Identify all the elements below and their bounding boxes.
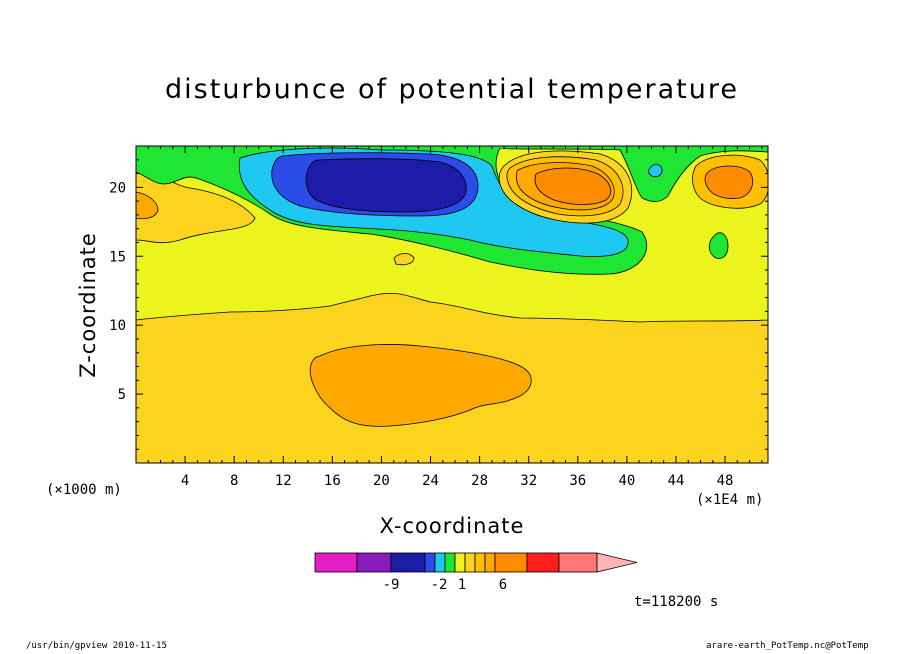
field-upper-left-orange [136,191,159,220]
x-axis-label: X-coordinate [379,514,525,538]
footer-left: /usr/bin/gpview 2010-11-15 [26,641,167,651]
x-tick-label: 40 [618,473,635,489]
x-tick-label: 44 [668,473,685,489]
x-tick-label: 36 [569,473,586,489]
x-tick-label: 24 [422,473,439,489]
x-tick-label: 4 [181,473,189,489]
colorbar-tick-label: 1 [458,577,466,593]
colorbar-swatch [494,552,528,573]
colorbar-swatch [314,552,358,573]
field-dark-blue-core [305,158,467,213]
field-cyan-blob [648,164,663,178]
x-tick-label: 8 [230,473,238,489]
field-lower-core [309,344,532,427]
colorbar-swatch [390,552,426,573]
colorbar: -9 -2 1 6 [314,552,638,593]
field-green-blob [708,232,729,259]
colorbar-tick-label: -2 [431,577,448,593]
x-unit-left: (×1000 m) [46,482,122,498]
colorbar-swatch [558,552,598,573]
field-warm-far-right-core [704,165,754,199]
colorbar-swatch [454,552,466,573]
colorbar-swatch [434,552,446,573]
field-warm-right-core [534,167,612,205]
time-label: t=118200 s [634,594,719,610]
y-tick-label: 20 [109,180,126,196]
colorbar-swatch [424,552,436,573]
y-tick-label: 15 [109,249,126,265]
colorbar-tick-label: 6 [499,577,507,593]
footer-right: arare-earth_PotTemp.nc@PotTemp [706,641,869,651]
colorbar-swatch [356,552,392,573]
plot-frame [135,145,769,464]
x-tick-label: 28 [471,473,488,489]
x-tick-label: 12 [275,473,292,489]
field-small-orange-blob [393,253,415,266]
y-tick-label: 5 [118,387,126,403]
y-axis-ticks: 5 10 15 20 [109,159,768,450]
contour-fields [136,146,768,463]
y-tick-label: 10 [109,318,126,334]
x-axis-ticks: 4 8 12 16 20 24 28 32 36 40 44 48 [147,146,763,489]
colorbar-swatch [474,552,486,573]
colorbar-swatch [464,552,476,573]
colorbar-swatch [526,552,560,573]
x-tick-label: 32 [520,473,537,489]
x-unit-right: (×1E4 m) [696,492,764,508]
colorbar-swatch [444,552,456,573]
colorbar-swatch [484,552,496,573]
colorbar-tick-label: -9 [383,577,400,593]
chart-title: disturbunce of potential temperature [165,74,739,105]
x-tick-label: 20 [373,473,390,489]
colorbar-arrow [596,552,638,573]
x-tick-label: 16 [324,473,341,489]
field-upper-left-warm [136,165,256,244]
x-tick-label: 48 [717,473,734,489]
